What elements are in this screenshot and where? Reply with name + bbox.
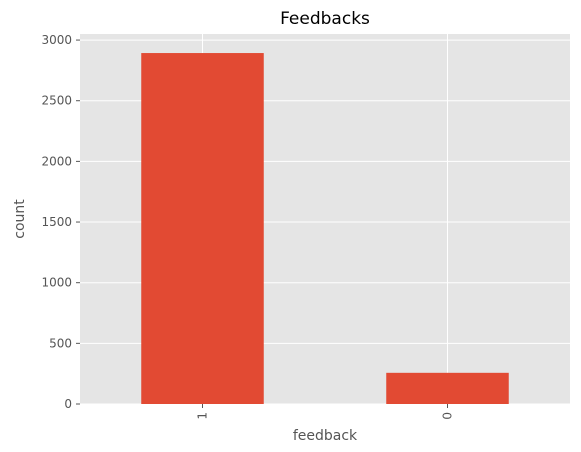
bar-0 <box>386 372 509 404</box>
y-tick-label: 2000 <box>41 154 72 168</box>
y-tick-label: 3000 <box>41 33 72 47</box>
bars <box>141 53 509 405</box>
y-tick-label: 1500 <box>41 215 72 229</box>
y-tick-label: 500 <box>49 336 72 350</box>
y-tick-label: 2500 <box>41 94 72 108</box>
y-ticks: 0 500 1000 1500 2000 2500 3000 <box>41 33 80 411</box>
chart-title: Feedbacks <box>280 9 370 29</box>
y-axis-label: count <box>12 199 28 239</box>
y-tick-label: 0 <box>64 397 72 411</box>
x-tick-label: 0 <box>441 412 455 420</box>
x-tick-label: 1 <box>196 412 210 420</box>
y-tick-label: 1000 <box>41 276 72 290</box>
x-axis-label: feedback <box>293 428 358 444</box>
bar-1 <box>141 53 264 405</box>
